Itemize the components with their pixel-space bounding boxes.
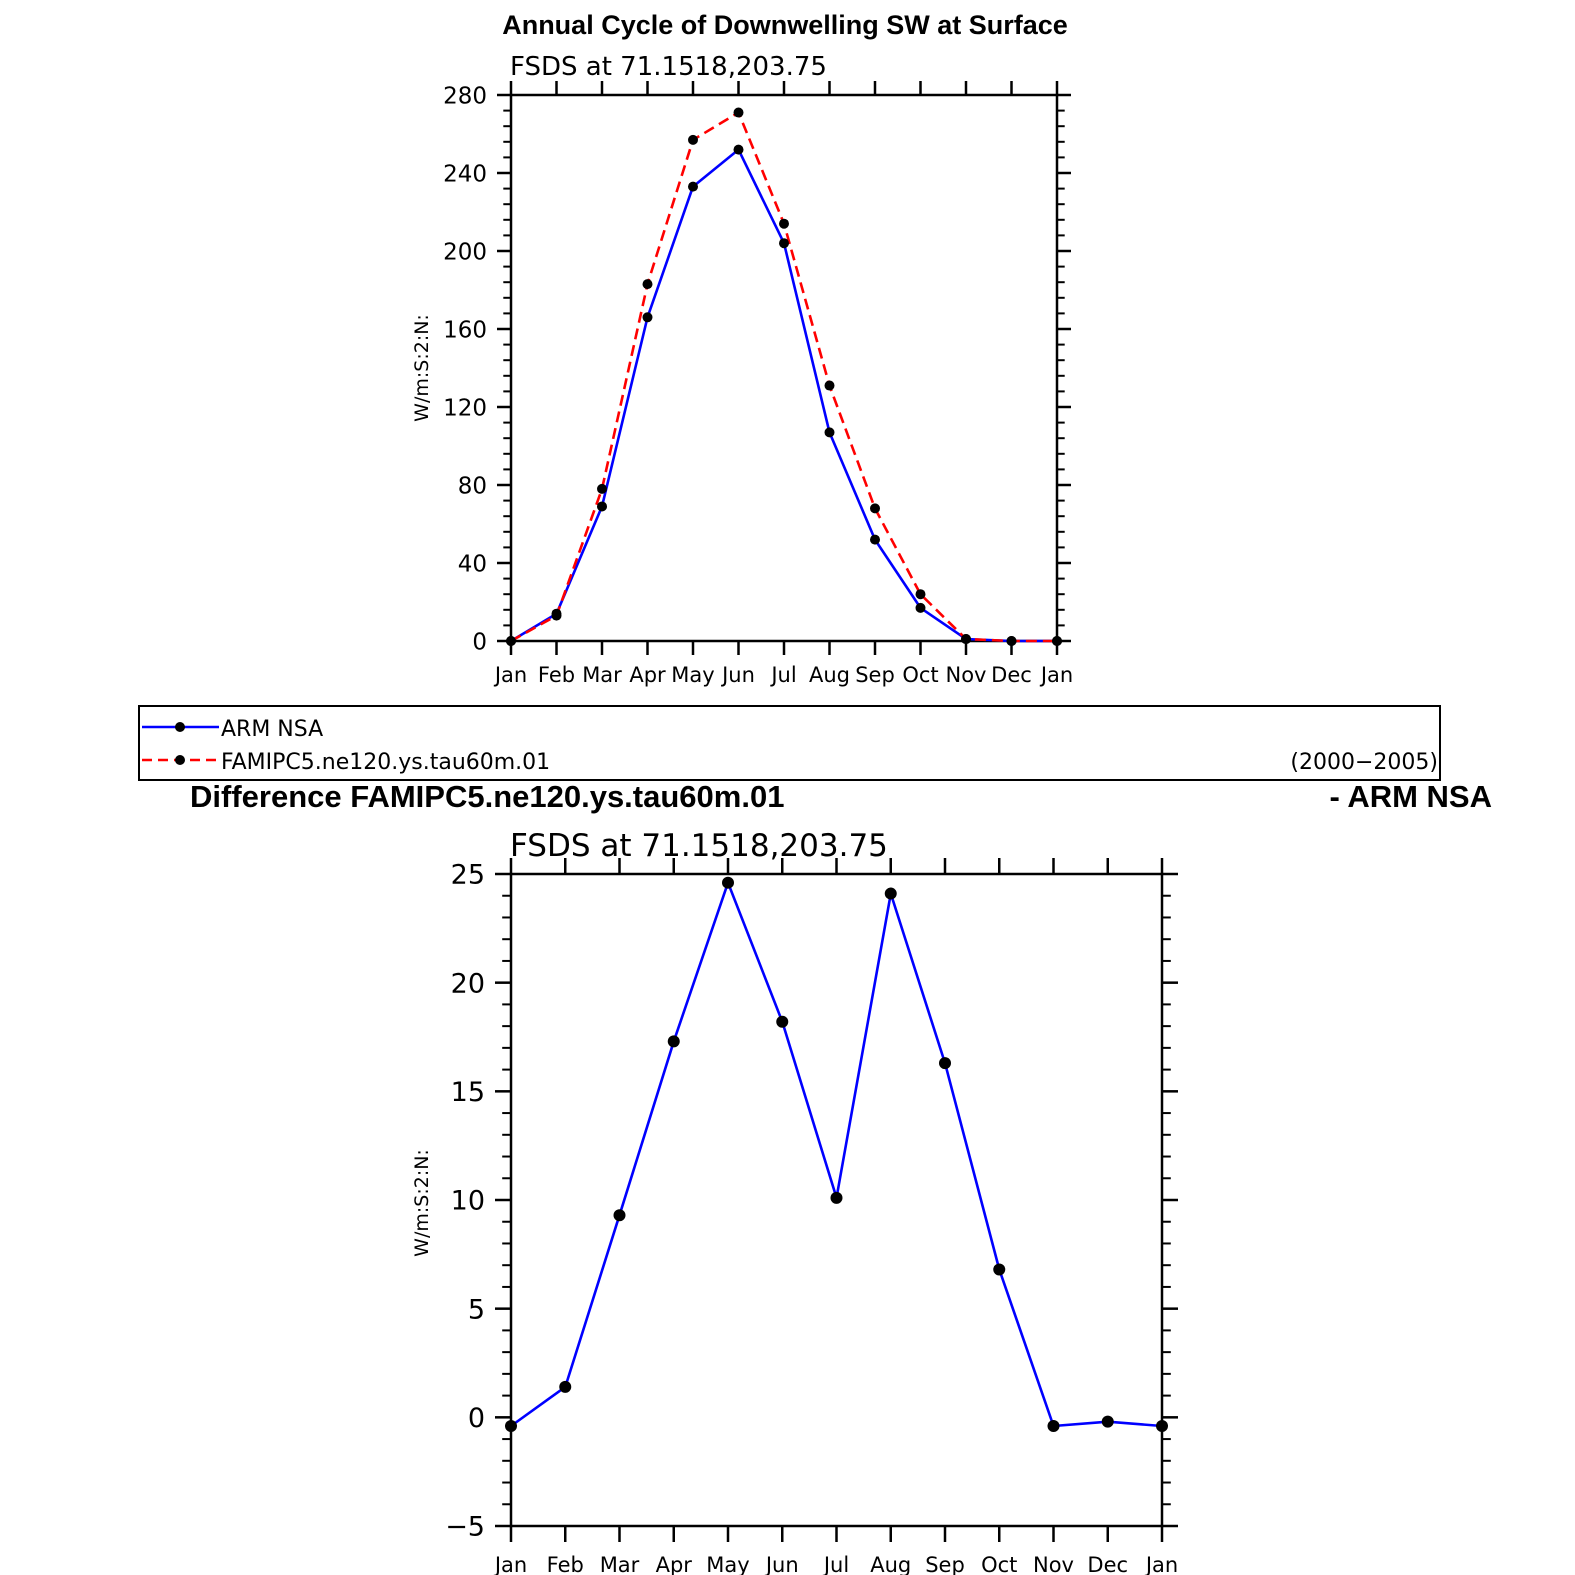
- chart2-x-tick-label: Jan: [1144, 1553, 1178, 1575]
- chart2-x-tick-label: Feb: [547, 1553, 584, 1575]
- chart1-series-1-point: [779, 218, 789, 229]
- chart1-series-1-point: [642, 279, 653, 290]
- chart1-x-tick-label: May: [671, 663, 714, 687]
- chart2-title-right: - ARM NSA: [1330, 779, 1492, 814]
- legend-box: [138, 705, 1441, 781]
- chart1-series-0-point: [779, 238, 789, 249]
- chart1-series-1-point: [551, 610, 562, 621]
- chart1-series-0-point: [870, 534, 880, 545]
- chart1-series-1-point: [597, 483, 607, 494]
- chart1-series-1-point: [506, 636, 516, 646]
- chart2-y-tick-label: 15: [451, 1077, 485, 1108]
- chart1-y-tick-label: 0: [472, 629, 487, 655]
- chart2-x-tick-label: Sep: [925, 1553, 965, 1575]
- legend-label-model: FAMIPC5.ne120.ys.tau60m.01: [221, 750, 550, 775]
- chart1-x-tick-label: Jul: [769, 663, 796, 687]
- chart1-y-tick-label: 40: [458, 551, 487, 577]
- chart2-series-0-point: [884, 887, 897, 900]
- legend: ARM NSA FAMIPC5.ne120.ys.tau60m.01 (2000…: [138, 705, 1441, 781]
- chart2-series-0-point: [939, 1057, 951, 1070]
- chart1-x-tick-label: Sep: [855, 663, 895, 687]
- chart2-series-0-point: [993, 1263, 1006, 1276]
- chart1-series-1-point: [1006, 636, 1017, 646]
- chart1-series-1-point: [688, 134, 698, 145]
- chart2-series-0-point: [505, 1420, 517, 1433]
- chart2-x-tick-label: Jun: [764, 1553, 799, 1575]
- chart2-x-tick-label: Mar: [600, 1553, 640, 1575]
- legend-label-arm: ARM NSA: [221, 717, 323, 742]
- chart2-x-tick-label: Aug: [870, 1553, 911, 1575]
- chart1-y-tick-label: 280: [443, 83, 487, 109]
- legend-period: (2000−2005): [1290, 750, 1438, 775]
- chart1-y-tick-label: 240: [443, 161, 487, 187]
- chart2-y-tick-label: 20: [451, 968, 485, 999]
- chart2-y-axis-label: W/m:S:2:N:: [411, 1149, 433, 1257]
- chart1-x-tick-label: Nov: [946, 663, 987, 687]
- chart1-series-1-point: [824, 380, 835, 391]
- chart2-y-tick-label: 0: [468, 1403, 485, 1434]
- chart1-series-1-point: [1052, 636, 1062, 646]
- chart2-series-0-point: [613, 1209, 626, 1222]
- chart1-series-1-point: [915, 589, 926, 600]
- chart2-series-0-point: [830, 1191, 843, 1204]
- chart1-series-0-point: [824, 427, 835, 438]
- chart2-series-0-point: [776, 1015, 789, 1028]
- chart2-series-0-point: [559, 1380, 572, 1393]
- chart2-series-0-point: [722, 876, 734, 889]
- chart1-series-0-point: [733, 144, 744, 155]
- chart2-y-tick-label: −5: [445, 1512, 485, 1543]
- chart2-series-0-line: [510, 881, 1163, 1428]
- chart2-subtitle: FSDS at 71.1518,203.75: [510, 828, 888, 864]
- legend-marker-arm: [175, 722, 185, 732]
- chart2-y-tick-label: 5: [468, 1294, 485, 1325]
- chart1-x-tick-label: Oct: [902, 663, 938, 687]
- chart1-x-tick-label: Mar: [582, 663, 622, 687]
- chart2-series-0-point: [667, 1035, 680, 1048]
- chart1-series-0-point: [642, 312, 653, 323]
- chart1-series-1-line: [510, 111, 1057, 643]
- chart1-series-0-point: [597, 501, 607, 512]
- chart2-x-tick-label: Jul: [822, 1553, 849, 1575]
- chart2-x-tick-label: Oct: [981, 1553, 1017, 1575]
- chart2-x-tick-label: Jan: [493, 1553, 527, 1575]
- chart2-x-tick-label: Dec: [1087, 1553, 1128, 1575]
- chart1-y-tick-label: 120: [443, 395, 487, 421]
- chart2-series-0-point: [1047, 1420, 1060, 1433]
- chart1-x-tick-label: Feb: [538, 663, 575, 687]
- legend-marker-model: [175, 755, 185, 765]
- chart1-series-0-point: [688, 181, 698, 192]
- chart1-plot: Jan Feb Mar Apr May Jun Jul Aug Sep Oct Nov Dec Jan0…: [443, 81, 1073, 687]
- chart1-frame: [509, 93, 1059, 643]
- chart1-x-tick-label: Apr: [629, 663, 666, 687]
- chart1-y-tick-label: 200: [443, 239, 487, 265]
- chart1-y-axis-label: W/m:S:2:N:: [411, 314, 433, 422]
- chart1-series-1-point: [870, 503, 880, 514]
- chart2-y-tick-label: 10: [451, 1186, 485, 1217]
- chart1-x-tick-label: Jan: [1039, 663, 1073, 687]
- chart1-subtitle: FSDS at 71.1518,203.75: [510, 52, 827, 82]
- chart1-series-0-point: [915, 602, 926, 613]
- chart1-x-tick-label: Dec: [991, 663, 1032, 687]
- chart2-x-tick-label: Apr: [656, 1553, 693, 1575]
- chart1-x-tick-label: Jan: [493, 663, 527, 687]
- chart2-y-tick-label: 25: [451, 860, 485, 891]
- chart1-y-tick-label: 80: [458, 473, 487, 499]
- chart2-series-0-point: [1156, 1420, 1168, 1433]
- chart2-x-tick-label: Nov: [1033, 1553, 1074, 1575]
- chart2-x-tick-label: May: [706, 1553, 749, 1575]
- chart1-title: Annual Cycle of Downwelling SW at Surfac…: [502, 10, 1068, 40]
- chart1-y-tick-label: 160: [443, 317, 487, 343]
- chart2-series-0-point: [1101, 1415, 1114, 1428]
- chart2-title-left: Difference FAMIPC5.ne120.ys.tau60m.01: [190, 779, 784, 814]
- chart1-series-1-point: [961, 634, 971, 645]
- chart2-plot: Jan Feb Mar Apr May Jun Jul Aug Sep Oct Nov Dec Jan−…: [445, 858, 1178, 1575]
- chart1-series-1-point: [733, 107, 744, 118]
- chart1-x-tick-label: Aug: [809, 663, 850, 687]
- chart1-x-tick-label: Jun: [720, 663, 755, 687]
